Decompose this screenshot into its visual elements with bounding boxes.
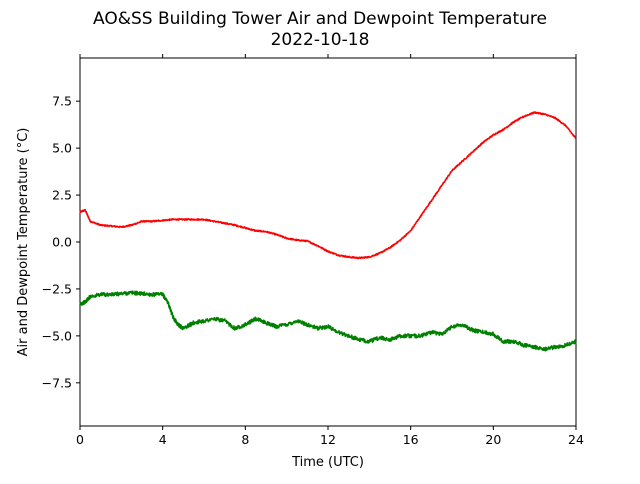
series-line-1 xyxy=(79,111,577,260)
x-axis-label: Time (UTC) xyxy=(291,455,364,470)
y-tick-label: 0.0 xyxy=(52,235,72,250)
y-axis-label: Air and Dewpoint Temperature (°C) xyxy=(16,128,31,357)
x-axis: 0 4 8 12 16 20 24 xyxy=(76,54,584,447)
x-tick-label: 20 xyxy=(485,432,501,447)
series-layer xyxy=(79,111,577,352)
y-tick-label: 2.5 xyxy=(52,188,72,203)
x-tick-label: 0 xyxy=(76,432,84,447)
x-tick-label: 16 xyxy=(403,432,419,447)
x-tick-label: 4 xyxy=(159,432,167,447)
y-tick-label: −2.5 xyxy=(42,281,72,296)
x-tick-label: 24 xyxy=(568,432,584,447)
plot-frame xyxy=(79,57,577,427)
y-axis: −7.5 −5.0 −2.5 0.0 2.5 5.0 7.5 xyxy=(42,94,80,390)
y-tick-label: −7.5 xyxy=(42,375,72,390)
series-line-2 xyxy=(79,290,577,352)
y-tick-label: 7.5 xyxy=(52,94,72,109)
chart-subtitle: 2022-10-18 xyxy=(271,30,370,50)
x-tick-label: 8 xyxy=(241,432,249,447)
chart-title: AO&SS Building Tower Air and Dewpoint Te… xyxy=(93,9,547,29)
y-tick-label: −5.0 xyxy=(42,328,72,343)
x-tick-label: 12 xyxy=(320,432,336,447)
y-tick-label: 5.0 xyxy=(52,141,72,156)
plot-area xyxy=(79,57,577,427)
